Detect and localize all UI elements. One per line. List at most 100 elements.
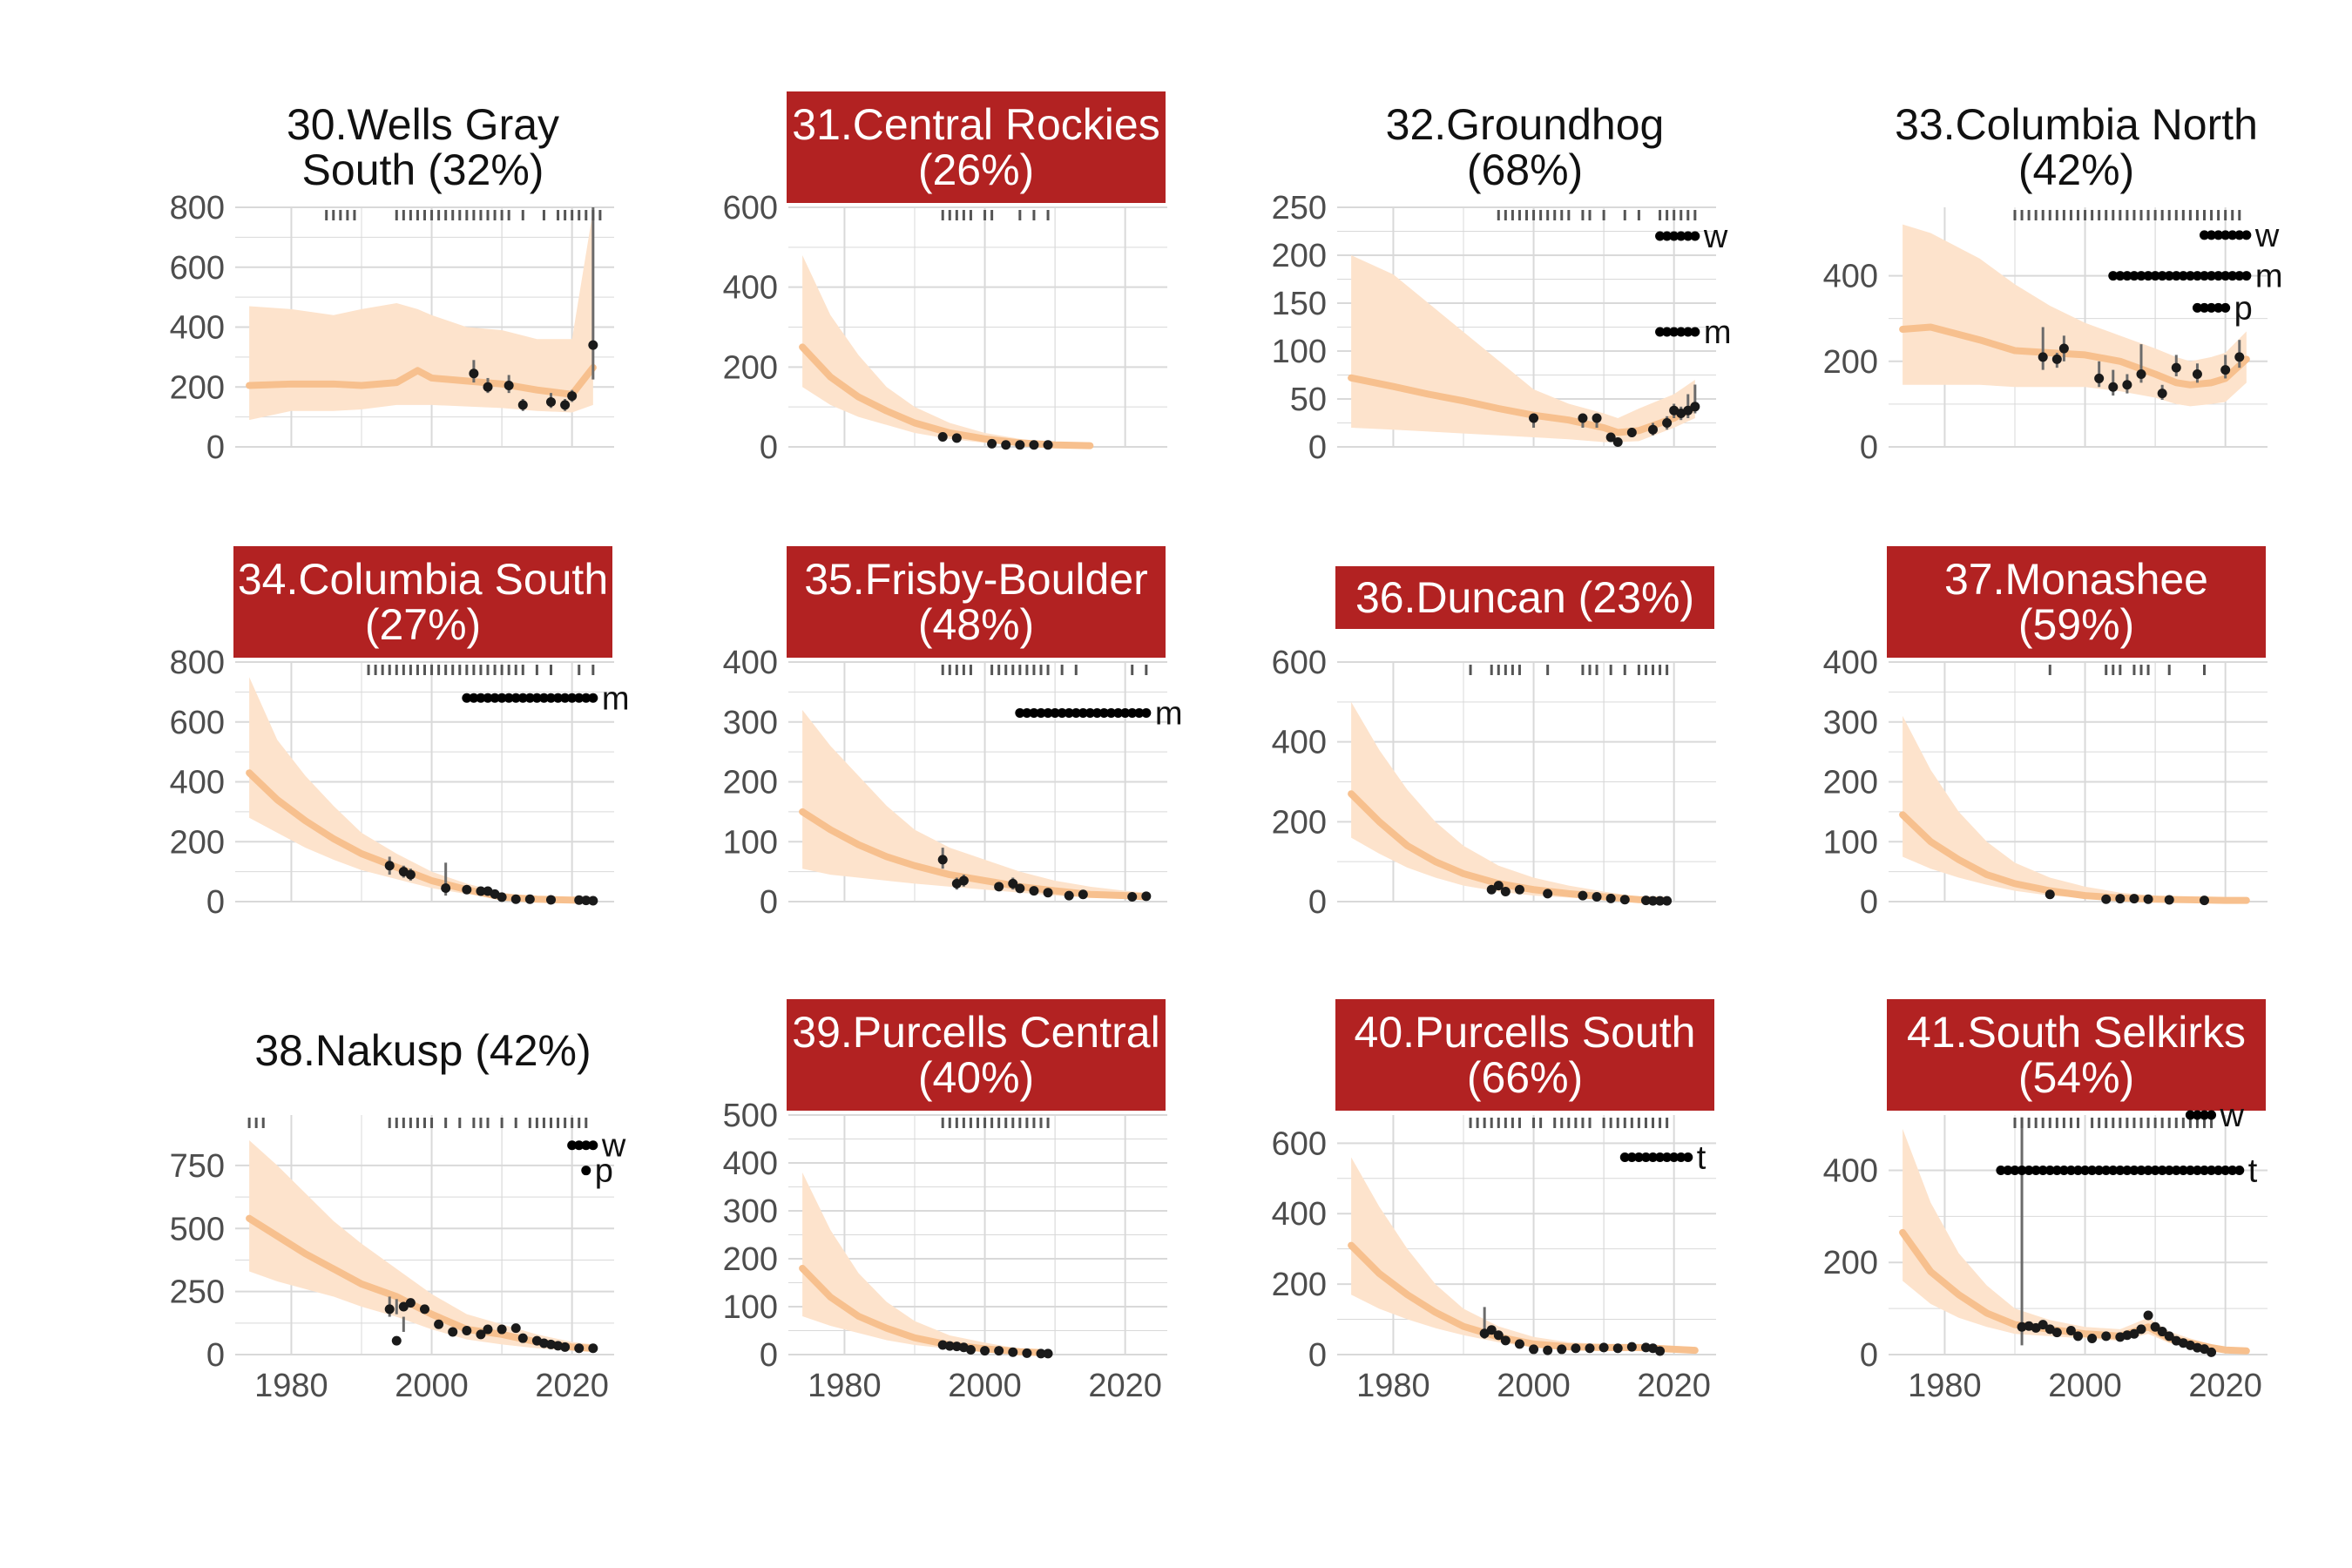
y-tick-label: 0 (1860, 884, 1878, 921)
observation-point (546, 1339, 556, 1349)
observation-point (497, 1324, 507, 1335)
marker-dot (2213, 302, 2224, 313)
marker-dot (497, 693, 507, 703)
observation-point (2115, 894, 2126, 904)
marker-letter: p (2234, 290, 2253, 327)
marker-dot (574, 693, 585, 703)
marker-dot (1655, 327, 1666, 337)
marker-dot (2171, 1165, 2181, 1175)
observation-point (1043, 888, 1053, 898)
panel-title-line-1: 30.Wells Gray (286, 99, 560, 149)
y-tick-label: 100 (1823, 824, 1878, 861)
observation-point (574, 895, 585, 905)
x-tick-label: 2000 (395, 1368, 469, 1404)
y-tick-label: 50 (1290, 382, 1327, 418)
marker-dot (2192, 302, 2202, 313)
observation-point (1619, 895, 1630, 905)
observation-point (574, 1343, 585, 1354)
observation-point (567, 391, 578, 402)
marker-dot (2003, 1165, 2013, 1175)
observation-point (951, 1342, 962, 1352)
observation-point (2234, 352, 2245, 362)
marker-letter: t (2248, 1152, 2258, 1189)
observation-point (2192, 1342, 2202, 1353)
y-tick-label: 200 (1823, 765, 1878, 801)
y-tick-label: 0 (1308, 884, 1327, 921)
marker-dot (567, 693, 578, 703)
marker-dot (2213, 1165, 2224, 1175)
y-tick-label: 0 (1860, 1337, 1878, 1374)
marker-dot (1127, 707, 1138, 718)
observation-point (951, 878, 962, 889)
y-tick-label: 100 (723, 824, 778, 861)
trend-line (799, 343, 1094, 449)
observation-point (483, 1324, 493, 1335)
observation-point (2051, 354, 2062, 364)
marker-dot (2185, 1110, 2195, 1120)
y-tick-label: 250 (170, 1274, 225, 1311)
marker-dot (2122, 271, 2132, 281)
marker-letter: p (595, 1153, 613, 1190)
y-tick-label: 400 (723, 1146, 778, 1182)
observation-point (2115, 1332, 2126, 1342)
observation-point (1648, 896, 1658, 906)
marker-dot (2129, 271, 2139, 281)
marker-dot (2178, 271, 2188, 281)
observation-point (1008, 878, 1018, 889)
marker-dot (2136, 271, 2146, 281)
panel-title-line-1: 39.Purcells Central (792, 1007, 1160, 1057)
observation-point (1598, 1342, 1609, 1353)
observation-point (1529, 413, 1539, 423)
observation-point (1008, 1347, 1018, 1357)
x-tick-label: 2000 (948, 1368, 1022, 1404)
observation-point (1500, 887, 1511, 897)
panel-title: 33.Columbia North (42%) (1887, 91, 2266, 203)
y-tick-label: 600 (1272, 645, 1327, 681)
observation-point (2192, 369, 2202, 380)
observation-point (2207, 1347, 2217, 1357)
credible-band (1351, 255, 1695, 443)
y-tick-label: 750 (170, 1148, 225, 1185)
marker-dot (2207, 230, 2217, 240)
marker-dot (1648, 1152, 1658, 1163)
observation-point (2038, 1320, 2048, 1330)
marker-dot (2065, 1165, 2076, 1175)
marker-dot (588, 693, 598, 703)
observation-point (2136, 1324, 2146, 1335)
observation-point (1605, 432, 1616, 443)
marker-dot (517, 693, 528, 703)
observation-point (1029, 440, 1039, 450)
marker-dot (1640, 1152, 1651, 1163)
marker-dot (1029, 707, 1039, 718)
marker-dot (567, 1140, 578, 1151)
marker-dot (588, 1140, 598, 1151)
observation-point (1612, 437, 1623, 447)
marker-dot (2178, 1165, 2188, 1175)
panel-title: 34.Columbia South (27%) (233, 546, 612, 658)
observation-point (2220, 365, 2231, 375)
panel-title-line-1: 37.Monashee (1943, 554, 2208, 604)
observation-point (1043, 1348, 1053, 1359)
observation-point (384, 861, 395, 871)
observation-point (1557, 1344, 1567, 1355)
observation-point (504, 381, 514, 391)
marker-dot (1690, 327, 1700, 337)
observation-point (2094, 373, 2105, 383)
y-tick-label: 200 (723, 1241, 778, 1278)
observation-point (1500, 1335, 1511, 1346)
marker-dot (1690, 231, 1700, 241)
x-tick-label: 1980 (1356, 1368, 1430, 1404)
x-tick-label: 2000 (2048, 1368, 2122, 1404)
panel-title-line-2: (66%) (1466, 1053, 1584, 1102)
y-tick-label: 400 (723, 270, 778, 307)
observation-point (2108, 382, 2119, 392)
observation-point (1592, 892, 1602, 902)
panel-title-line-1: 33.Columbia North (1895, 99, 2258, 149)
marker-dot (2108, 1165, 2119, 1175)
observation-point (553, 1341, 564, 1351)
observation-point (1640, 896, 1651, 906)
